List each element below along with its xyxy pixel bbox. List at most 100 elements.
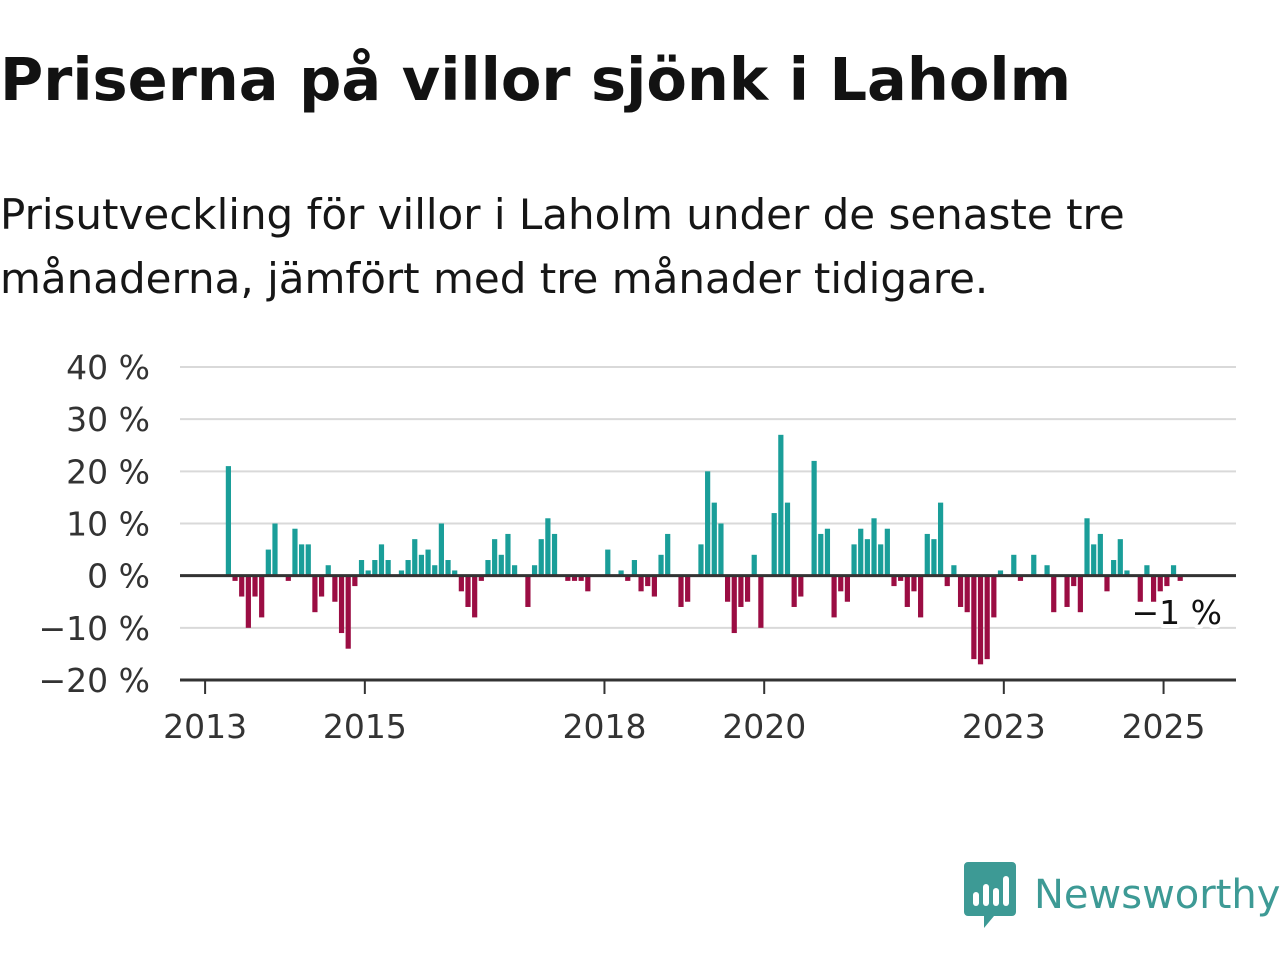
newsworthy-logo-icon	[964, 862, 1016, 928]
y-tick-label: 40 %	[66, 348, 150, 387]
bar-positive	[851, 544, 857, 576]
bar-positive	[365, 570, 371, 576]
bar-negative	[1051, 575, 1057, 613]
bar-positive	[452, 570, 458, 576]
bars	[225, 434, 1183, 665]
bar-positive	[545, 518, 551, 576]
bar-negative	[585, 575, 591, 592]
bar-negative	[685, 575, 691, 602]
bar-negative	[285, 575, 291, 581]
bar-negative	[472, 575, 478, 618]
axes	[180, 574, 1236, 694]
bar-negative	[1137, 575, 1143, 602]
bar-positive	[438, 523, 444, 576]
bar-negative	[651, 575, 657, 597]
bar-negative	[625, 575, 631, 581]
bar-negative	[838, 575, 844, 592]
bar-positive	[425, 549, 431, 576]
bar-positive	[305, 544, 311, 576]
bar-negative	[232, 575, 238, 581]
bar-positive	[1124, 570, 1130, 576]
bar-negative	[731, 575, 737, 634]
y-tick-label: −20 %	[39, 661, 151, 700]
bar-positive	[432, 565, 438, 576]
bar-negative	[1104, 575, 1110, 592]
bar-negative	[911, 575, 917, 592]
bar-negative	[565, 575, 571, 581]
bar-positive	[265, 549, 271, 576]
bar-positive	[997, 570, 1004, 576]
bar-positive	[498, 554, 504, 576]
bar-positive	[884, 528, 890, 576]
bar-negative	[791, 575, 797, 607]
bar-positive	[711, 502, 717, 576]
bar-negative	[844, 575, 850, 602]
bar-chart: 40 % 30 % 20 % 10 % 0 % −10 % −20 % 2013 2015 201…	[39, 348, 1236, 746]
bar-negative	[1077, 575, 1083, 613]
bar-positive	[292, 528, 298, 576]
bar-negative	[1150, 575, 1157, 602]
bar-positive	[492, 539, 498, 576]
bar-positive	[1097, 533, 1103, 576]
bar-negative	[984, 575, 990, 660]
x-tick-label: 2015	[323, 707, 407, 746]
bar-negative	[1071, 575, 1077, 587]
bar-positive	[778, 434, 784, 576]
bar-negative	[312, 575, 318, 613]
bar-positive	[225, 466, 231, 576]
bar-negative	[332, 575, 338, 602]
bar-positive	[505, 533, 511, 576]
bar-positive	[811, 460, 817, 576]
bar-positive	[418, 554, 425, 576]
bar-negative	[898, 575, 904, 581]
bar-negative	[944, 575, 950, 587]
bar-positive	[784, 502, 791, 576]
bar-positive	[372, 560, 378, 576]
bar-negative	[465, 575, 471, 607]
bar-negative	[345, 575, 351, 649]
y-tick-label: 0 %	[87, 557, 150, 596]
bar-positive	[818, 533, 824, 576]
bar-positive	[1144, 565, 1150, 576]
bar-positive	[1031, 554, 1037, 576]
bar-positive	[398, 570, 405, 576]
bar-negative	[338, 575, 345, 634]
bar-positive	[1044, 565, 1050, 576]
bar-negative	[1064, 575, 1070, 607]
bar-positive	[878, 544, 884, 576]
bar-positive	[631, 560, 638, 576]
x-tick-label: 2023	[962, 707, 1046, 746]
bar-positive	[618, 570, 624, 576]
bar-positive	[272, 523, 278, 576]
bar-negative	[352, 575, 358, 587]
bar-positive	[538, 539, 544, 576]
bar-negative	[831, 575, 837, 618]
bar-positive	[924, 533, 930, 576]
bar-positive	[412, 539, 418, 576]
bar-negative	[738, 575, 744, 607]
bar-positive	[1117, 539, 1123, 576]
labels: 40 % 30 % 20 % 10 % 0 % −10 % −20 % 2013 2015 201…	[39, 348, 1227, 746]
bar-positive	[698, 544, 704, 576]
bar-positive	[665, 533, 671, 576]
bar-negative	[977, 575, 984, 665]
bar-positive	[824, 528, 831, 576]
bar-negative	[971, 575, 977, 660]
bar-positive	[951, 565, 957, 576]
newsworthy-logo: Newsworthy	[964, 862, 1280, 928]
bar-positive	[485, 560, 491, 576]
bar-negative	[525, 575, 531, 607]
bar-positive	[718, 523, 724, 576]
bar-negative	[957, 575, 964, 607]
bar-negative	[918, 575, 924, 618]
bar-negative	[991, 575, 997, 618]
bar-positive	[358, 560, 365, 576]
bar-negative	[239, 575, 245, 597]
bar-positive	[937, 502, 944, 576]
bar-positive	[705, 471, 711, 576]
y-tick-label: 30 %	[66, 400, 150, 439]
bar-negative	[458, 575, 464, 592]
bar-negative	[571, 575, 578, 581]
bar-negative	[678, 575, 684, 607]
bar-negative	[725, 575, 731, 602]
